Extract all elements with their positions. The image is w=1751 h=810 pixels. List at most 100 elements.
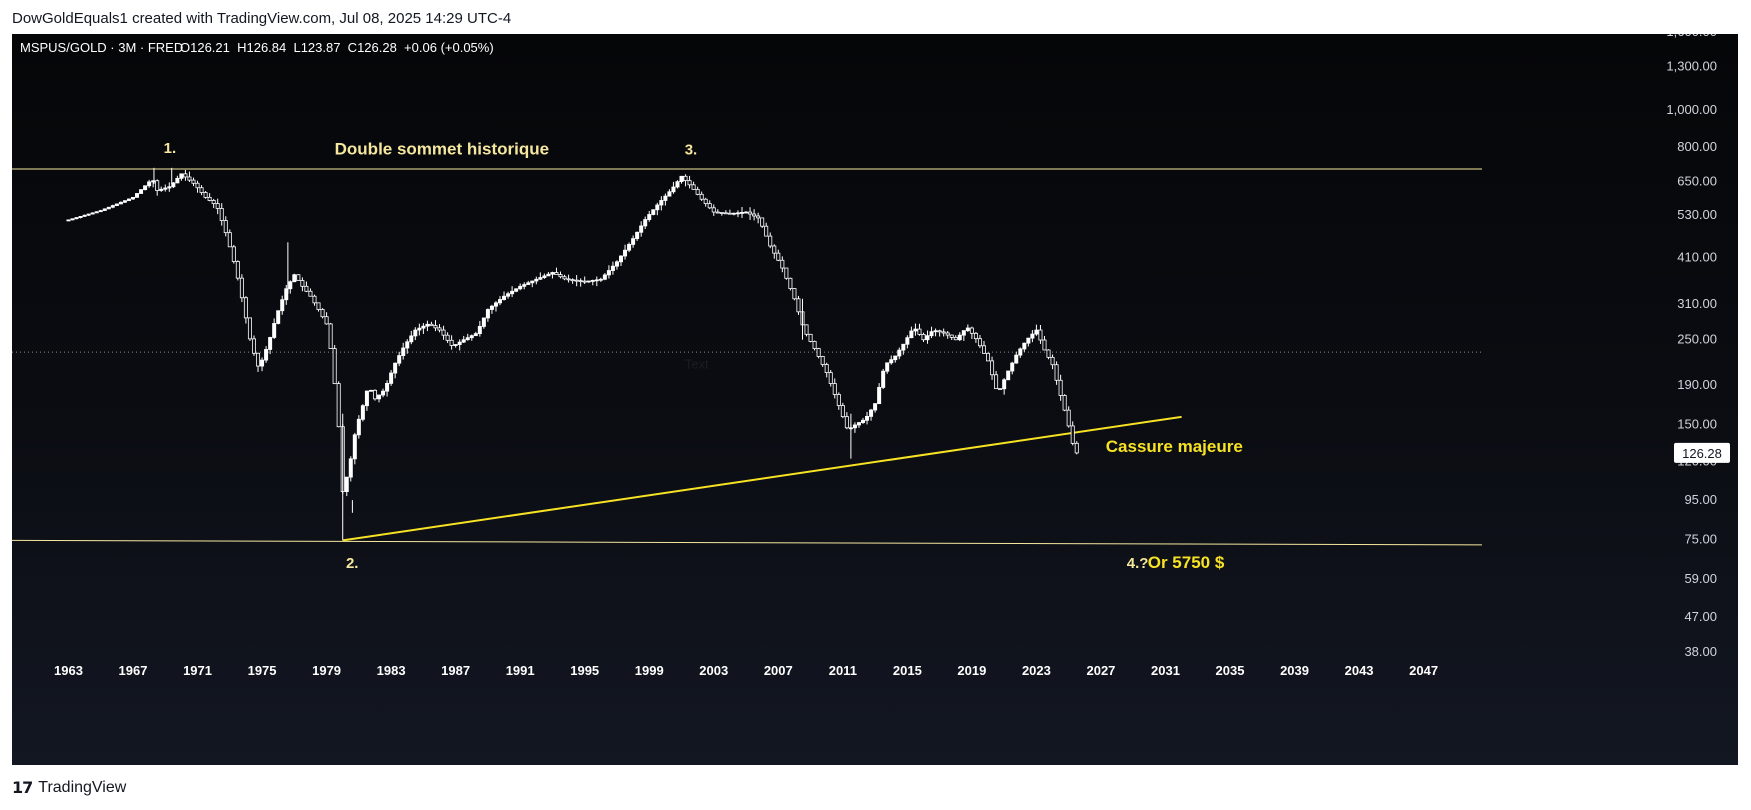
candle-body xyxy=(417,327,422,331)
y-tick-label: 310.00 xyxy=(1677,296,1717,311)
candle-body xyxy=(130,196,135,200)
candle-body xyxy=(574,279,579,282)
candle-body xyxy=(832,383,837,395)
candle-body xyxy=(243,297,248,319)
candle-body xyxy=(433,325,438,329)
x-tick-label: 2039 xyxy=(1280,663,1309,678)
candle-body xyxy=(610,265,615,271)
candle-body xyxy=(118,201,123,205)
footer-brand[interactable]: TradingView xyxy=(38,778,127,796)
candle-body xyxy=(1042,339,1047,351)
y-tick-label: 75.00 xyxy=(1684,531,1717,546)
footer[interactable]: 17 TradingView xyxy=(12,778,126,797)
y-tick-label: 530.00 xyxy=(1677,207,1717,222)
candle-body xyxy=(744,211,749,214)
label-3: 3. xyxy=(685,141,698,158)
candle-body xyxy=(969,327,974,334)
candle-body xyxy=(195,182,200,189)
candle-body xyxy=(429,323,434,327)
candle-body xyxy=(292,274,297,283)
candle-body xyxy=(909,330,914,339)
candle-body xyxy=(812,341,817,349)
y-tick-label: 1,600.00 xyxy=(1666,34,1717,39)
candle-body xyxy=(731,212,736,215)
candle-body xyxy=(873,403,878,411)
candle-body xyxy=(869,409,874,417)
candle-body xyxy=(707,203,712,209)
candle-body xyxy=(247,317,252,340)
candle-body xyxy=(1038,329,1043,341)
candle-body xyxy=(139,189,144,194)
candle-body xyxy=(893,355,898,361)
candle-body xyxy=(251,338,256,354)
candle-body xyxy=(413,329,418,337)
y-tick-label: 95.00 xyxy=(1684,492,1717,507)
label-1: 1. xyxy=(164,140,177,157)
candle-body xyxy=(538,277,543,280)
candle-body xyxy=(889,359,894,364)
x-tick-label: 1979 xyxy=(312,663,341,678)
candle-body xyxy=(332,348,337,385)
candle-body xyxy=(175,177,180,184)
annotations-layer: 1. Double sommet historique 3. 2. Cassure ma… xyxy=(164,139,1243,572)
candle-body xyxy=(453,344,458,346)
chart-svg[interactable]: 1. Double sommet historique 3. 2. Cassure ma… xyxy=(12,34,1738,765)
candle-body xyxy=(1058,379,1063,396)
candle-body xyxy=(643,219,648,227)
candle-body xyxy=(554,272,559,276)
candle-body xyxy=(780,259,785,269)
candle-body xyxy=(897,349,902,357)
candle-body xyxy=(566,278,571,281)
x-tick-label: 1991 xyxy=(506,663,535,678)
last-price-badge xyxy=(1674,442,1730,463)
candle-body xyxy=(760,217,765,227)
candle-body xyxy=(437,327,442,331)
candle-body xyxy=(110,205,115,208)
candle-body xyxy=(776,252,781,261)
candle-body xyxy=(949,334,954,338)
candle-body xyxy=(748,211,753,215)
candle-body xyxy=(606,270,611,276)
x-tick-label: 2047 xyxy=(1409,663,1438,678)
y-tick-label: 410.00 xyxy=(1677,250,1717,265)
candle-body xyxy=(925,335,930,341)
candle-body xyxy=(296,274,301,281)
label-text: Text xyxy=(685,357,709,372)
candle-body xyxy=(502,295,507,300)
candle-body xyxy=(740,212,745,214)
candle-body xyxy=(715,211,720,214)
candle-body xyxy=(191,179,196,184)
candle-body xyxy=(280,299,285,312)
candle-body xyxy=(683,175,688,181)
legend-symbol[interactable]: MSPUS/GOLD · 3M · FRED xyxy=(20,40,183,55)
candle-body xyxy=(90,212,95,215)
candle-body xyxy=(1054,364,1059,381)
candle-body xyxy=(409,335,414,343)
candle-body xyxy=(594,279,599,282)
candle-body xyxy=(663,195,668,201)
candle-body xyxy=(356,418,361,436)
label-2: 2. xyxy=(346,555,359,572)
candle-body xyxy=(1006,370,1011,381)
candle-body xyxy=(796,298,801,313)
candle-body xyxy=(215,203,220,209)
candle-body xyxy=(675,181,680,188)
candle-body xyxy=(151,180,156,183)
candle-body xyxy=(937,330,942,333)
candle-body xyxy=(316,302,321,310)
candle-body xyxy=(518,285,523,290)
candle-body xyxy=(756,215,761,219)
candle-body xyxy=(167,186,172,189)
candle-body xyxy=(284,288,289,301)
candle-body xyxy=(514,288,519,292)
x-tick-label: 2043 xyxy=(1345,663,1374,678)
candle-body xyxy=(865,416,870,421)
label-cassure: Cassure majeure xyxy=(1106,437,1243,456)
candle-body xyxy=(929,331,934,337)
chart-area[interactable]: 1. Double sommet historique 3. 2. Cassure ma… xyxy=(12,34,1738,765)
attribution-text: DowGoldEquals1 created with TradingView.… xyxy=(12,10,512,27)
candle-body xyxy=(602,274,607,280)
candle-body xyxy=(546,273,551,277)
candle-body xyxy=(227,232,232,248)
x-tick-label: 1999 xyxy=(635,663,664,678)
